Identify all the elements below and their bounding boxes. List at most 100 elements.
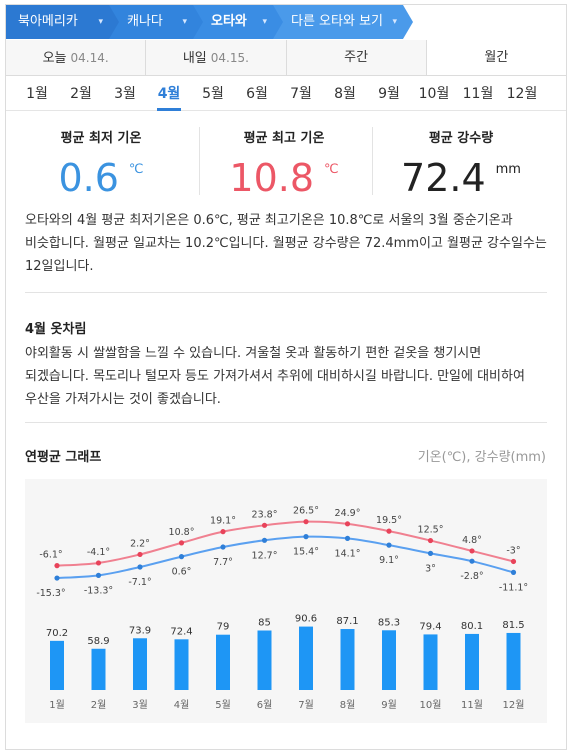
x-tick-label: 10월 bbox=[420, 699, 442, 711]
max-temp-label: -3° bbox=[506, 545, 520, 556]
breadcrumb-other-cities[interactable]: 다른 오타와 보기 ▾ bbox=[273, 5, 413, 39]
tab-tomorrow[interactable]: 내일 04.15. bbox=[146, 40, 287, 75]
breadcrumb-separator bbox=[403, 5, 413, 39]
max-temp-point bbox=[178, 540, 185, 546]
precipitation-value: 72.4 bbox=[401, 156, 486, 200]
precip-label: 72.4 bbox=[170, 626, 192, 637]
monthly-summary: 오타와의 4월 평균 최저기온은 0.6℃, 평균 최고기온은 10.8℃로 서… bbox=[25, 213, 547, 274]
max-temp-point bbox=[510, 558, 517, 565]
tab-weekly[interactable]: 주간 bbox=[287, 40, 427, 75]
breadcrumb-other-cities-label: 다른 오타와 보기 bbox=[291, 14, 383, 29]
tab-label: 오늘 bbox=[42, 51, 67, 66]
min-temp-label: -13.3° bbox=[84, 585, 113, 596]
divider bbox=[25, 422, 547, 423]
precip-label: 81.5 bbox=[502, 620, 524, 631]
period-tabs: 오늘 04.14. 내일 04.15. 주간 월간 bbox=[6, 40, 566, 76]
weather-panel: 북아메리카 ▾ 캐나다 ▾ 오타와 ▾ 다른 오타와 보기 ▾ 오늘 04.14.… bbox=[5, 4, 567, 750]
max-temp-point bbox=[95, 560, 102, 566]
min-temp-point bbox=[386, 542, 392, 548]
max-temp-point bbox=[261, 522, 268, 528]
min-temp-label: -7.1° bbox=[128, 577, 151, 588]
month-tab[interactable]: 4월 bbox=[149, 77, 189, 111]
precip-bar bbox=[423, 634, 438, 690]
min-temp-point bbox=[510, 569, 517, 575]
graph-unit-label: 기온(℃), 강수량(mm) bbox=[417, 450, 546, 465]
min-temp-label: 3° bbox=[425, 563, 436, 574]
x-tick-label: 7월 bbox=[298, 699, 314, 711]
unit: ℃ bbox=[128, 162, 144, 177]
max-temp-label: 26.5° bbox=[293, 506, 319, 517]
clothing-title: 4월 옷차림 bbox=[25, 322, 87, 337]
min-temp-label: -11.1° bbox=[499, 582, 528, 593]
tab-label: 내일 bbox=[182, 51, 207, 66]
month-tab[interactable]: 11월 bbox=[462, 86, 494, 102]
min-temp-label: 15.4° bbox=[293, 547, 319, 558]
chevron-down-icon: ▾ bbox=[182, 17, 187, 27]
precip-bar bbox=[506, 632, 521, 690]
max-temp-label: 24.9° bbox=[335, 508, 361, 519]
tab-today[interactable]: 오늘 04.14. bbox=[6, 40, 147, 75]
x-tick-label: 11월 bbox=[461, 699, 483, 711]
breadcrumb-separator bbox=[193, 5, 203, 39]
min-temp-point bbox=[261, 537, 268, 543]
month-tab[interactable]: 12월 bbox=[506, 86, 538, 102]
stat-max-temp: 평균 최고 기온 10.8 ℃ bbox=[199, 127, 369, 200]
min-temp-point bbox=[469, 558, 475, 564]
precip-label: 85 bbox=[258, 618, 271, 629]
x-tick-label: 6월 bbox=[257, 699, 273, 711]
x-tick-label: 5월 bbox=[215, 699, 231, 711]
month-tab[interactable]: 7월 bbox=[290, 86, 312, 102]
month-tab[interactable]: 1월 bbox=[26, 86, 48, 102]
min-temp-label: 9.1° bbox=[379, 555, 399, 566]
precip-bar bbox=[299, 626, 313, 690]
month-tab[interactable]: 9월 bbox=[378, 86, 400, 102]
max-temp-label: 19.1° bbox=[210, 516, 236, 527]
breadcrumb-continent[interactable]: 북아메리카 ▾ bbox=[6, 5, 119, 39]
min-temp-label: 7.7° bbox=[213, 557, 233, 568]
breadcrumb: 북아메리카 ▾ 캐나다 ▾ 오타와 ▾ 다른 오타와 보기 ▾ bbox=[6, 5, 566, 40]
annual-graph: -6.1° -4.1° 2.2° 10.8° 19.1° 23.8° 26.5° 24.9° 1… bbox=[25, 479, 547, 723]
x-tick-label: 9월 bbox=[381, 699, 397, 711]
breadcrumb-country[interactable]: 캐나다 ▾ bbox=[109, 5, 203, 39]
min-temp-point bbox=[303, 534, 309, 540]
min-temp-label: 0.6° bbox=[172, 567, 192, 578]
x-tick-label: 12월 bbox=[503, 699, 525, 711]
max-temp-point bbox=[427, 537, 434, 544]
precip-label: 90.6 bbox=[295, 614, 317, 625]
max-temp-label: 2.2° bbox=[130, 538, 150, 549]
breadcrumb-separator bbox=[109, 5, 119, 39]
month-tab[interactable]: 5월 bbox=[202, 86, 224, 102]
month-selector: 1월 2월 3월 4월 5월 6월 7월 8월 9월 10월 11월 12월 bbox=[6, 77, 566, 111]
month-tab[interactable]: 6월 bbox=[246, 86, 268, 102]
unit: ℃ bbox=[324, 162, 339, 177]
max-temp-value: 10.8 bbox=[229, 156, 314, 200]
max-temp-label: 10.8° bbox=[169, 527, 195, 538]
tab-monthly[interactable]: 월간 bbox=[426, 40, 566, 75]
max-temp-label: 4.8° bbox=[462, 535, 482, 546]
month-tab[interactable]: 8월 bbox=[334, 86, 356, 102]
stat-min-temp: 평균 최저 기온 0.6 ℃ bbox=[16, 127, 186, 200]
min-temp-point bbox=[344, 535, 351, 541]
min-temp-value: 0.6 bbox=[58, 156, 119, 200]
month-tab[interactable]: 3월 bbox=[114, 86, 136, 102]
max-temp-label: -4.1° bbox=[87, 547, 110, 558]
max-temp-point bbox=[220, 529, 226, 535]
precip-bar bbox=[340, 629, 355, 690]
graph-title: 연평균 그래프 bbox=[25, 450, 102, 465]
x-tick-label: 8월 bbox=[340, 699, 356, 711]
breadcrumb-city[interactable]: 오타와 ▾ bbox=[193, 5, 283, 39]
x-tick-label: 1월 bbox=[49, 699, 65, 711]
divider bbox=[199, 127, 200, 195]
clothing-advice: 야외활동 시 쌀쌀함을 느낄 수 있습니다. 겨울철 옷과 활동하기 편한 겉옷… bbox=[25, 346, 525, 407]
precip-label: 73.9 bbox=[129, 625, 151, 636]
min-temp-point bbox=[220, 544, 226, 550]
month-tab[interactable]: 10월 bbox=[418, 86, 450, 102]
stat-value: 10.8 ℃ bbox=[199, 156, 369, 200]
x-tick-label: 2월 bbox=[91, 699, 107, 711]
max-temp-point bbox=[54, 563, 60, 569]
min-temp-label: -15.3° bbox=[36, 588, 65, 599]
chevron-down-icon: ▾ bbox=[262, 17, 267, 27]
tab-date: 04.14. bbox=[70, 51, 109, 65]
min-temp-line bbox=[56, 535, 514, 580]
month-tab[interactable]: 2월 bbox=[70, 86, 92, 102]
